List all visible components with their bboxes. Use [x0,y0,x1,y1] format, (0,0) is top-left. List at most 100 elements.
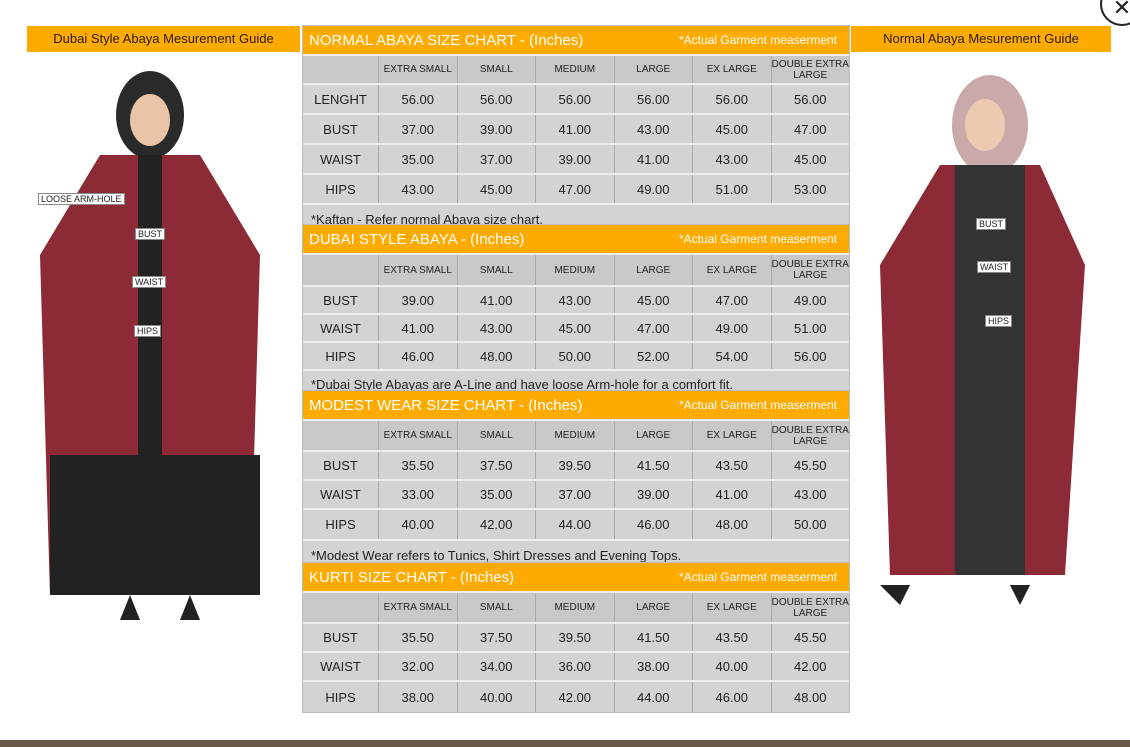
waist-label: WAIST [132,276,167,288]
value-cell: 45.00 [770,145,850,173]
value-cell: 43.00 [770,481,850,508]
value-cell: 38.00 [378,682,457,712]
table-row: WAIST 33.00 35.00 37.00 39.00 41.00 43.00 [303,479,849,508]
table-note: *Actual Garment measerment [678,33,837,47]
table-row: BUST 39.00 41.00 43.00 45.00 47.00 49.00 [303,285,849,313]
value-cell: 53.00 [770,175,850,203]
value-cell: 48.00 [692,510,771,539]
table-title: MODEST WEAR SIZE CHART - (Inches) [309,396,583,414]
value-cell: 43.50 [692,452,771,479]
value-cell: 33.00 [378,481,457,508]
table-footnote: *Kaftan - Refer normal Abaya size chart. [303,203,849,233]
table-title: KURTI SIZE CHART - (Inches) [309,568,515,586]
value-cell: 41.00 [535,115,614,143]
table-row: WAIST 32.00 34.00 36.00 38.00 40.00 42.00 [303,651,849,680]
size-table: NORMAL ABAYA SIZE CHART - (Inches) *Actua… [302,25,850,234]
size-table: DUBAI STYLE ABAYA - (Inches) *Actual Garm… [302,224,850,398]
size-header: MEDIUM [535,421,614,450]
value-cell: 52.00 [613,343,693,369]
value-cell: 47.00 [692,287,771,313]
size-header: SMALL [456,421,535,450]
value-cell: 38.00 [613,653,693,680]
value-cell: 45.00 [456,175,536,203]
value-cell: 46.00 [613,510,693,539]
value-cell: 56.00 [692,85,771,113]
corner-cell [303,421,378,450]
size-header: EX LARGE [692,421,771,450]
size-table: MODEST WEAR SIZE CHART - (Inches) *Actual… [302,390,850,570]
value-cell: 39.50 [535,452,614,479]
value-cell: 37.00 [535,481,614,508]
measure-label: HIPS [325,689,356,705]
value-cell: 35.00 [456,481,536,508]
column-header-row: EXTRA SMALL SMALL MEDIUM LARGE EX LARGE DOUBL… [303,591,849,622]
value-cell: 48.00 [456,343,536,369]
value-cell: 47.00 [613,315,693,341]
measure-label: BUST [323,630,358,645]
value-cell: 39.00 [456,115,536,143]
value-cell: 43.50 [692,624,771,651]
column-header-row: EXTRA SMALL SMALL MEDIUM LARGE EX LARGE DOUBL… [303,419,849,450]
value-cell: 48.00 [770,682,850,712]
value-cell: 45.00 [535,315,614,341]
hips-label: HIPS [134,325,162,337]
table-header: MODEST WEAR SIZE CHART - (Inches) *Actual… [303,391,849,419]
size-header: SMALL [456,255,535,285]
size-header: MEDIUM [535,593,614,622]
right-guide-title: Normal Abaya Mesurement Guide [851,26,1111,52]
value-cell: 50.00 [535,343,614,369]
corner-cell [303,255,378,285]
value-cell: 39.00 [378,287,457,313]
value-cell: 42.00 [456,510,536,539]
value-cell: 35.50 [378,624,457,651]
column-header-row: EXTRA SMALL SMALL MEDIUM LARGE EX LARGE DOUBL… [303,54,849,83]
arm-hole-label: LOOSE ARM-HOLE [38,193,125,205]
table-note: *Actual Garment measerment [678,232,837,246]
value-cell: 41.50 [613,452,693,479]
measure-label: BUST [323,121,358,137]
value-cell: 39.50 [535,624,614,651]
table-row: BUST 35.50 37.50 39.50 41.50 43.50 45.50 [303,450,849,479]
size-header: EXTRA SMALL [378,593,457,622]
normal-abaya-model-image [880,75,1085,605]
value-cell: 42.00 [535,682,614,712]
value-cell: 36.00 [535,653,614,680]
table-note: *Actual Garment measerment [678,570,837,584]
value-cell: 40.00 [456,682,536,712]
corner-cell [303,593,378,622]
value-cell: 44.00 [613,682,693,712]
size-header: LARGE [613,421,692,450]
size-header: EX LARGE [692,593,771,622]
measure-label: BUST [323,458,358,473]
size-header: SMALL [456,56,535,83]
value-cell: 51.00 [770,315,850,341]
value-cell: 54.00 [692,343,771,369]
value-cell: 34.00 [456,653,536,680]
table-note: *Actual Garment measerment [678,398,837,412]
measure-label: HIPS [325,348,356,364]
table-title: NORMAL ABAYA SIZE CHART - (Inches) [309,31,584,49]
size-header: MEDIUM [535,255,614,285]
size-header: DOUBLE EXTRA LARGE [770,593,849,622]
dubai-abaya-model-image [40,71,260,620]
column-header-row: EXTRA SMALL SMALL MEDIUM LARGE EX LARGE DOUBL… [303,253,849,285]
table-footnote: *Modest Wear refers to Tunics, Shirt Dre… [303,539,849,569]
value-cell: 41.00 [692,481,771,508]
value-cell: 43.00 [535,287,614,313]
table-header: KURTI SIZE CHART - (Inches) *Actual Garme… [303,563,849,591]
value-cell: 37.50 [456,452,536,479]
value-cell: 45.00 [613,287,693,313]
size-header: LARGE [613,56,692,83]
value-cell: 56.00 [613,85,693,113]
size-header: EXTRA SMALL [378,421,457,450]
close-icon: ✕ [1112,0,1130,20]
measure-label: WAIST [320,151,361,167]
value-cell: 41.50 [613,624,693,651]
table-header: DUBAI STYLE ABAYA - (Inches) *Actual Garm… [303,225,849,253]
value-cell: 43.00 [613,115,693,143]
value-cell: 56.00 [378,85,457,113]
size-header: MEDIUM [535,56,614,83]
corner-cell [303,56,378,83]
value-cell: 42.00 [770,653,850,680]
